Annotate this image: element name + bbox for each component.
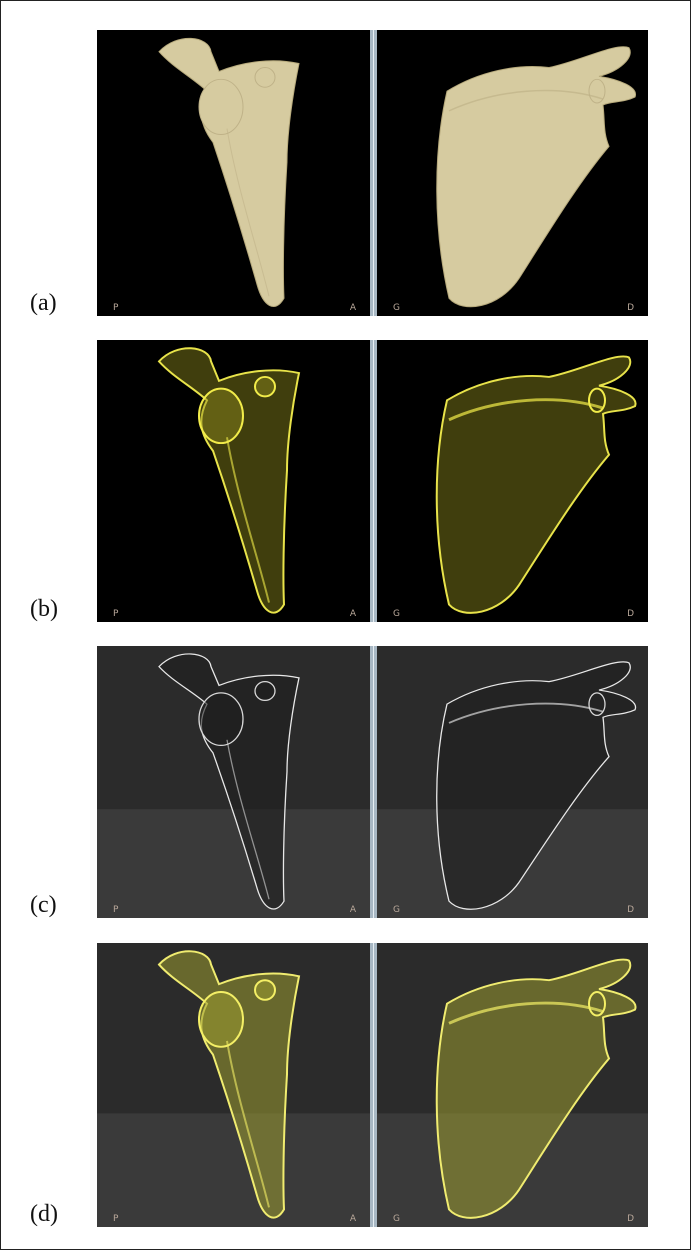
corner-label: D bbox=[627, 905, 634, 915]
corner-label: D bbox=[627, 609, 634, 619]
corner-label: G bbox=[393, 609, 400, 619]
corner-label: A bbox=[350, 303, 357, 313]
coracoid bbox=[255, 682, 275, 701]
glenoid bbox=[199, 992, 243, 1047]
corner-label: G bbox=[393, 1214, 400, 1224]
corner-label: A bbox=[350, 1214, 357, 1224]
corner-label: A bbox=[350, 609, 357, 619]
coracoid bbox=[255, 377, 275, 396]
coracoid bbox=[255, 67, 275, 87]
corner-label: G bbox=[393, 303, 400, 313]
corner-label: P bbox=[113, 1214, 119, 1224]
coracoid bbox=[255, 980, 275, 1000]
corner-label: G bbox=[393, 905, 400, 915]
figure: PAGD(a)PAGD(b)PAGD(c)PAGD(d) bbox=[0, 0, 691, 1250]
glenoid bbox=[199, 389, 243, 443]
row-label: (d) bbox=[30, 1201, 58, 1227]
row-label: (c) bbox=[30, 892, 57, 918]
glenoid bbox=[199, 79, 243, 134]
panel-band bbox=[97, 809, 370, 918]
panel-band bbox=[97, 1113, 370, 1227]
row-label: (b) bbox=[30, 596, 58, 622]
corner-label: D bbox=[627, 303, 634, 313]
corner-label: P bbox=[113, 303, 119, 313]
corner-label: A bbox=[350, 905, 357, 915]
corner-label: D bbox=[627, 1214, 634, 1224]
row-label: (a) bbox=[30, 290, 57, 316]
corner-label: P bbox=[113, 905, 119, 915]
glenoid bbox=[199, 693, 243, 746]
corner-label: P bbox=[113, 609, 119, 619]
